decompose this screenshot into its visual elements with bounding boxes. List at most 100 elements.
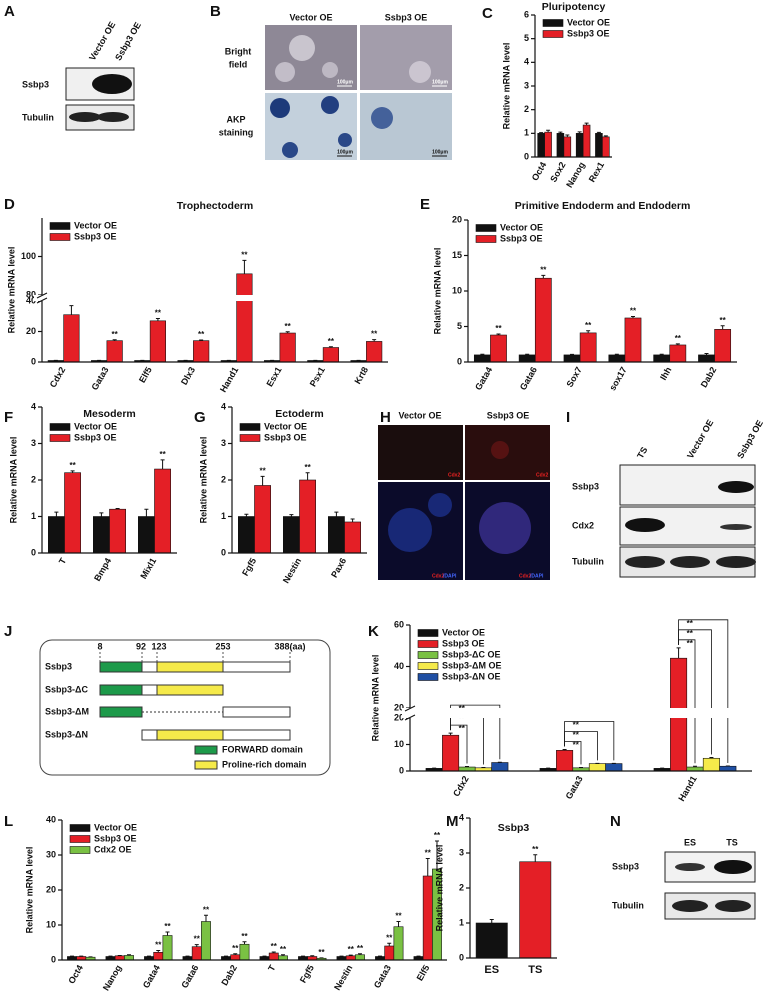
y-tick-label: 10 — [452, 285, 462, 295]
x-tick-label: Ihh — [658, 365, 673, 382]
y-tick-label: 2 — [221, 474, 226, 484]
position-label: 388(aa) — [274, 641, 305, 651]
y-tick-label: 0 — [31, 356, 36, 366]
error-bar — [434, 840, 439, 869]
x-tick-label: Rex1 — [587, 160, 606, 184]
colony — [321, 96, 339, 114]
bar — [366, 341, 383, 363]
y-axis-label: Relative mRNA level — [501, 43, 511, 130]
legend-label: Vector OE — [567, 17, 610, 27]
significance: ** — [675, 334, 682, 343]
image-row: staining — [219, 127, 254, 137]
legend-label: Ssbp3-ΔC OE — [442, 649, 500, 659]
x-tick-label: T — [57, 556, 69, 566]
panel-letter: J — [4, 623, 12, 640]
legend-label: Vector OE — [74, 220, 117, 230]
bar — [109, 508, 127, 554]
error-bar — [328, 346, 333, 348]
blot-column: Ssbp3 OE — [113, 20, 143, 62]
legend-label: Cdx2 OE — [94, 844, 132, 854]
legend-swatch — [475, 235, 497, 243]
error-bar — [69, 305, 74, 315]
construct-label: Ssbp3-ΔC — [45, 684, 88, 694]
significance: ** — [630, 307, 637, 316]
x-tick-label: TS — [528, 964, 542, 976]
y-tick-label: 30 — [46, 849, 56, 859]
significance: ** — [280, 945, 287, 954]
y-tick-label: 0 — [51, 954, 56, 964]
error-bar — [70, 470, 75, 473]
legend-swatch — [417, 673, 439, 681]
bar — [556, 133, 565, 158]
significance: ** — [425, 849, 432, 858]
x-tick-label: Elf5 — [137, 365, 154, 384]
error-bar — [720, 325, 725, 330]
panel-letter: N — [610, 813, 621, 830]
bar — [575, 133, 584, 158]
x-tick-label: Elf5 — [415, 963, 432, 982]
error-bar — [233, 953, 238, 955]
x-tick-label: Pax6 — [329, 556, 348, 579]
x-tick-label: Gata4 — [141, 963, 162, 990]
y-tick-label: 40 — [26, 295, 36, 305]
legend-label: Vector OE — [94, 822, 137, 832]
construct-label: Ssbp3-ΔM — [45, 706, 89, 716]
x-tick-label: Nestin — [281, 556, 303, 585]
error-bar — [144, 508, 149, 517]
forward-domain — [99, 706, 143, 718]
legend-swatch — [194, 760, 218, 770]
legend-label: Ssbp3 OE — [567, 28, 610, 38]
error-bar — [372, 339, 377, 342]
bar — [114, 955, 125, 961]
significance: ** — [371, 330, 378, 339]
blot-band — [720, 524, 752, 530]
proline-domain — [156, 729, 224, 741]
panel-letter: M — [446, 813, 459, 830]
legend-label: Proline-rich domain — [222, 759, 307, 769]
nucleus — [491, 441, 509, 459]
image-column: Ssbp3 OE — [385, 12, 428, 22]
error-bar — [709, 756, 714, 759]
bar — [588, 763, 606, 772]
position-label: 253 — [215, 641, 230, 651]
significance: ** — [357, 944, 364, 953]
significance: ** — [164, 922, 171, 931]
y-tick-label: 1 — [221, 511, 226, 521]
y-tick-label: 1 — [459, 917, 464, 927]
stain-label: /DAPI — [443, 573, 457, 579]
bar — [138, 516, 155, 554]
construct-label: Ssbp3-ΔN — [45, 729, 88, 739]
y-tick-label: 2 — [524, 104, 529, 114]
bar — [201, 921, 211, 961]
blot-band — [714, 860, 752, 874]
bar — [230, 954, 241, 961]
significance: ** — [155, 309, 162, 318]
bar — [669, 344, 687, 363]
bar — [563, 354, 581, 363]
stain-label: Cdx2 — [432, 573, 444, 579]
error-bar — [242, 259, 247, 274]
bar — [653, 354, 671, 363]
legend-label: Ssbp3 OE — [500, 233, 543, 243]
legend-swatch — [239, 434, 261, 442]
legend-label: Vector OE — [500, 222, 543, 232]
error-bar — [448, 732, 453, 736]
y-tick-label: 10 — [46, 919, 56, 929]
error-bar — [558, 131, 563, 134]
panel-letter: L — [4, 813, 13, 830]
y-axis-label: Relative mRNA level — [198, 437, 208, 524]
panel-letter: C — [482, 5, 493, 22]
y-axis-label: Relative mRNA level — [6, 247, 16, 334]
axis-break — [34, 295, 388, 301]
bar — [605, 763, 623, 772]
blot-band — [672, 900, 708, 912]
error-bar — [425, 858, 430, 876]
error-bar — [260, 475, 265, 486]
significance: ** — [259, 466, 266, 475]
image-column: Vector OE — [398, 410, 441, 420]
image-column: Vector OE — [289, 12, 332, 22]
colony — [322, 62, 338, 78]
y-tick-label: 100 — [21, 251, 36, 261]
x-tick-label: sox17 — [607, 365, 628, 392]
panel-letter: G — [194, 409, 206, 426]
